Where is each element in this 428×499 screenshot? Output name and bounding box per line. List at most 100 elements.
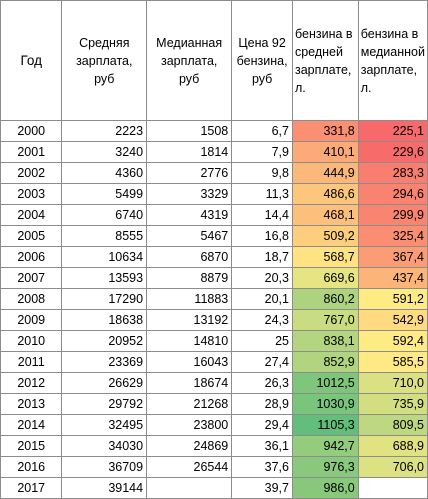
table-row: 2012 26629 18674 26,3 1012,5 710,0 bbox=[0, 372, 428, 394]
fuel-in-avg-salary-cell: 568,7 bbox=[291, 246, 359, 268]
year-cell: 2004 bbox=[0, 204, 63, 226]
fuel-in-avg-salary-cell: 1012,5 bbox=[291, 372, 359, 394]
avg-salary-cell: 8555 bbox=[61, 225, 148, 247]
fuel-in-avg-salary-cell: 1030,9 bbox=[291, 393, 359, 415]
median-salary-cell: 26544 bbox=[146, 456, 233, 478]
fuel-in-avg-salary-cell: 410,1 bbox=[291, 141, 359, 163]
avg-salary-cell: 3240 bbox=[61, 141, 148, 163]
median-salary-cell: 18674 bbox=[146, 372, 233, 394]
fuel-in-avg-salary-cell: 942,7 bbox=[291, 435, 359, 457]
fuel-in-median-salary-cell: 225,1 bbox=[357, 120, 428, 142]
fuel-price-cell: 9,8 bbox=[231, 162, 293, 184]
header-row: Год Средняя зарплата, руб Медианная зарп… bbox=[0, 0, 428, 121]
fuel-price-cell: 24,3 bbox=[231, 309, 293, 331]
table-row: 2014 32495 23800 29,4 1105,3 809,5 bbox=[0, 414, 428, 436]
header-avg-salary: Средняя зарплата, руб bbox=[61, 0, 148, 121]
fuel-in-avg-salary-cell: 1105,3 bbox=[291, 414, 359, 436]
table-row: 2004 6740 4319 14,4 468,1 299,9 bbox=[0, 204, 428, 226]
median-salary-cell: 3329 bbox=[146, 183, 233, 205]
median-salary-cell: 13192 bbox=[146, 309, 233, 331]
table-row: 2009 18638 13192 24,3 767,0 542,9 bbox=[0, 309, 428, 331]
fuel-in-avg-salary-cell: 986,0 bbox=[291, 477, 359, 499]
avg-salary-cell: 10634 bbox=[61, 246, 148, 268]
fuel-in-median-salary-cell bbox=[357, 477, 428, 499]
table-row: 2001 3240 1814 7,9 410,1 229,6 bbox=[0, 141, 428, 163]
fuel-in-avg-salary-cell: 860,2 bbox=[291, 288, 359, 310]
table-row: 2005 8555 5467 16,8 509,2 325,4 bbox=[0, 225, 428, 247]
avg-salary-cell: 29792 bbox=[61, 393, 148, 415]
fuel-in-median-salary-cell: 710,0 bbox=[357, 372, 428, 394]
fuel-price-cell: 26,3 bbox=[231, 372, 293, 394]
median-salary-cell: 23800 bbox=[146, 414, 233, 436]
fuel-in-avg-salary-cell: 852,9 bbox=[291, 351, 359, 373]
year-cell: 2003 bbox=[0, 183, 63, 205]
table-row: 2006 10634 6870 18,7 568,7 367,4 bbox=[0, 246, 428, 268]
median-salary-cell: 8879 bbox=[146, 267, 233, 289]
fuel-price-cell: 20,1 bbox=[231, 288, 293, 310]
table-row: 2002 4360 2776 9,8 444,9 283,3 bbox=[0, 162, 428, 184]
table-row: 2007 13593 8879 20,3 669,6 437,4 bbox=[0, 267, 428, 289]
fuel-in-median-salary-cell: 367,4 bbox=[357, 246, 428, 268]
fuel-in-median-salary-cell: 735,9 bbox=[357, 393, 428, 415]
median-salary-cell: 4319 bbox=[146, 204, 233, 226]
year-cell: 2015 bbox=[0, 435, 63, 457]
header-median-salary: Медианная зарплата, руб bbox=[146, 0, 233, 121]
median-salary-cell: 1508 bbox=[146, 120, 233, 142]
fuel-price-cell: 29,4 bbox=[231, 414, 293, 436]
fuel-in-median-salary-cell: 294,6 bbox=[357, 183, 428, 205]
header-year: Год bbox=[0, 0, 63, 121]
avg-salary-cell: 36709 bbox=[61, 456, 148, 478]
fuel-price-cell: 20,3 bbox=[231, 267, 293, 289]
avg-salary-cell: 23369 bbox=[61, 351, 148, 373]
fuel-price-cell: 11,3 bbox=[231, 183, 293, 205]
fuel-price-cell: 39,7 bbox=[231, 477, 293, 499]
fuel-price-cell: 36,1 bbox=[231, 435, 293, 457]
fuel-in-avg-salary-cell: 838,1 bbox=[291, 330, 359, 352]
fuel-in-median-salary-cell: 325,4 bbox=[357, 225, 428, 247]
fuel-in-avg-salary-cell: 669,6 bbox=[291, 267, 359, 289]
avg-salary-cell: 17290 bbox=[61, 288, 148, 310]
table-row: 2010 20952 14810 25 838,1 592,4 bbox=[0, 330, 428, 352]
fuel-in-median-salary-cell: 542,9 bbox=[357, 309, 428, 331]
year-cell: 2008 bbox=[0, 288, 63, 310]
fuel-price-cell: 16,8 bbox=[231, 225, 293, 247]
fuel-in-avg-salary-cell: 468,1 bbox=[291, 204, 359, 226]
year-cell: 2017 bbox=[0, 477, 63, 499]
header-fuel-price: Цена 92 бензина, руб bbox=[231, 0, 293, 121]
header-fuel-in-median-salary: бензина в медианной зарплате, л. bbox=[357, 0, 428, 121]
fuel-in-median-salary-cell: 299,9 bbox=[357, 204, 428, 226]
fuel-in-median-salary-cell: 592,4 bbox=[357, 330, 428, 352]
year-cell: 2007 bbox=[0, 267, 63, 289]
fuel-price-cell: 7,9 bbox=[231, 141, 293, 163]
avg-salary-cell: 32495 bbox=[61, 414, 148, 436]
fuel-in-median-salary-cell: 809,5 bbox=[357, 414, 428, 436]
avg-salary-cell: 18638 bbox=[61, 309, 148, 331]
year-cell: 2005 bbox=[0, 225, 63, 247]
fuel-in-avg-salary-cell: 331,8 bbox=[291, 120, 359, 142]
avg-salary-cell: 39144 bbox=[61, 477, 148, 499]
year-cell: 2006 bbox=[0, 246, 63, 268]
table-row: 2008 17290 11883 20,1 860,2 591,2 bbox=[0, 288, 428, 310]
median-salary-cell: 1814 bbox=[146, 141, 233, 163]
fuel-in-median-salary-cell: 688,9 bbox=[357, 435, 428, 457]
fuel-price-cell: 14,4 bbox=[231, 204, 293, 226]
fuel-price-cell: 28,9 bbox=[231, 393, 293, 415]
table-row: 2011 23369 16043 27,4 852,9 585,5 bbox=[0, 351, 428, 373]
header-fuel-in-avg-salary: бензина в средней зарплате, л. bbox=[291, 0, 359, 121]
year-cell: 2009 bbox=[0, 309, 63, 331]
avg-salary-cell: 6740 bbox=[61, 204, 148, 226]
fuel-in-avg-salary-cell: 976,3 bbox=[291, 456, 359, 478]
year-cell: 2011 bbox=[0, 351, 63, 373]
table-row: 2000 2223 1508 6,7 331,8 225,1 bbox=[0, 120, 428, 142]
fuel-price-cell: 25 bbox=[231, 330, 293, 352]
median-salary-cell bbox=[146, 477, 233, 499]
year-cell: 2014 bbox=[0, 414, 63, 436]
table-row: 2003 5499 3329 11,3 486,6 294,6 bbox=[0, 183, 428, 205]
median-salary-cell: 24869 bbox=[146, 435, 233, 457]
year-cell: 2013 bbox=[0, 393, 63, 415]
fuel-price-cell: 27,4 bbox=[231, 351, 293, 373]
avg-salary-cell: 26629 bbox=[61, 372, 148, 394]
table-row: 2015 34030 24869 36,1 942,7 688,9 bbox=[0, 435, 428, 457]
avg-salary-cell: 5499 bbox=[61, 183, 148, 205]
